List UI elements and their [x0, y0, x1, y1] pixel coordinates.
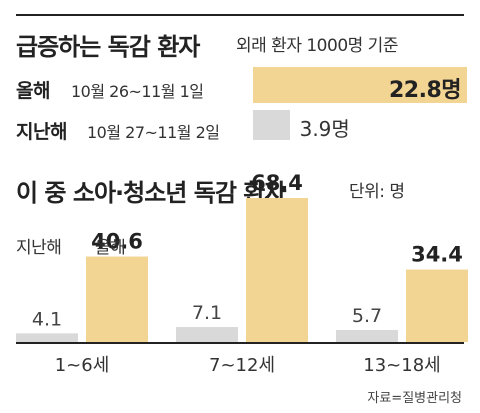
section-title: 급증하는 독감 환자 [16, 33, 200, 61]
section2-title: 이 중 소아·청소년 독감 환자 [16, 179, 286, 207]
bar-value-label: 7.1 [192, 302, 222, 324]
bar-value-last-year: 3.9명 [299, 117, 350, 141]
bar-last-year-3 [336, 330, 398, 342]
row-label-last-year: 지난해 [16, 121, 67, 143]
top-rule [16, 14, 464, 16]
category-label: 7~12세 [209, 355, 275, 376]
bar-last-year-2 [176, 327, 238, 342]
row-label-this-year: 올해 [16, 80, 50, 102]
bar-value-label: 4.1 [32, 308, 62, 330]
row-period-this-year: 10월 26~11월 1일 [71, 82, 204, 101]
bar-this-year-3 [406, 269, 468, 342]
bar-last-year-1 [16, 333, 78, 342]
bar-value-this-year: 22.8명 [388, 78, 462, 103]
bar-this-year-2 [246, 198, 308, 342]
legend-this-year: 올해 [95, 238, 126, 258]
bar-value-label: 34.4 [411, 243, 463, 267]
bar-this-year-1 [86, 256, 148, 342]
category-label: 1~6세 [55, 355, 110, 376]
category-label: 13~18세 [363, 355, 440, 376]
legend-last-year: 지난해 [16, 238, 62, 258]
unit-label: 단위: 명 [349, 182, 405, 202]
bar-value-label: 68.4 [251, 171, 303, 195]
bar-value-label: 40.6 [91, 230, 143, 254]
source-note: 자료=질병관리청 [367, 391, 462, 406]
section-subtitle: 외래 환자 1000명 기준 [236, 36, 398, 56]
bar-last-year [253, 110, 290, 140]
bar-value-label: 5.7 [352, 305, 382, 327]
row-period-last-year: 10월 27~11월 2일 [87, 123, 220, 142]
bar-this-year [253, 67, 467, 103]
